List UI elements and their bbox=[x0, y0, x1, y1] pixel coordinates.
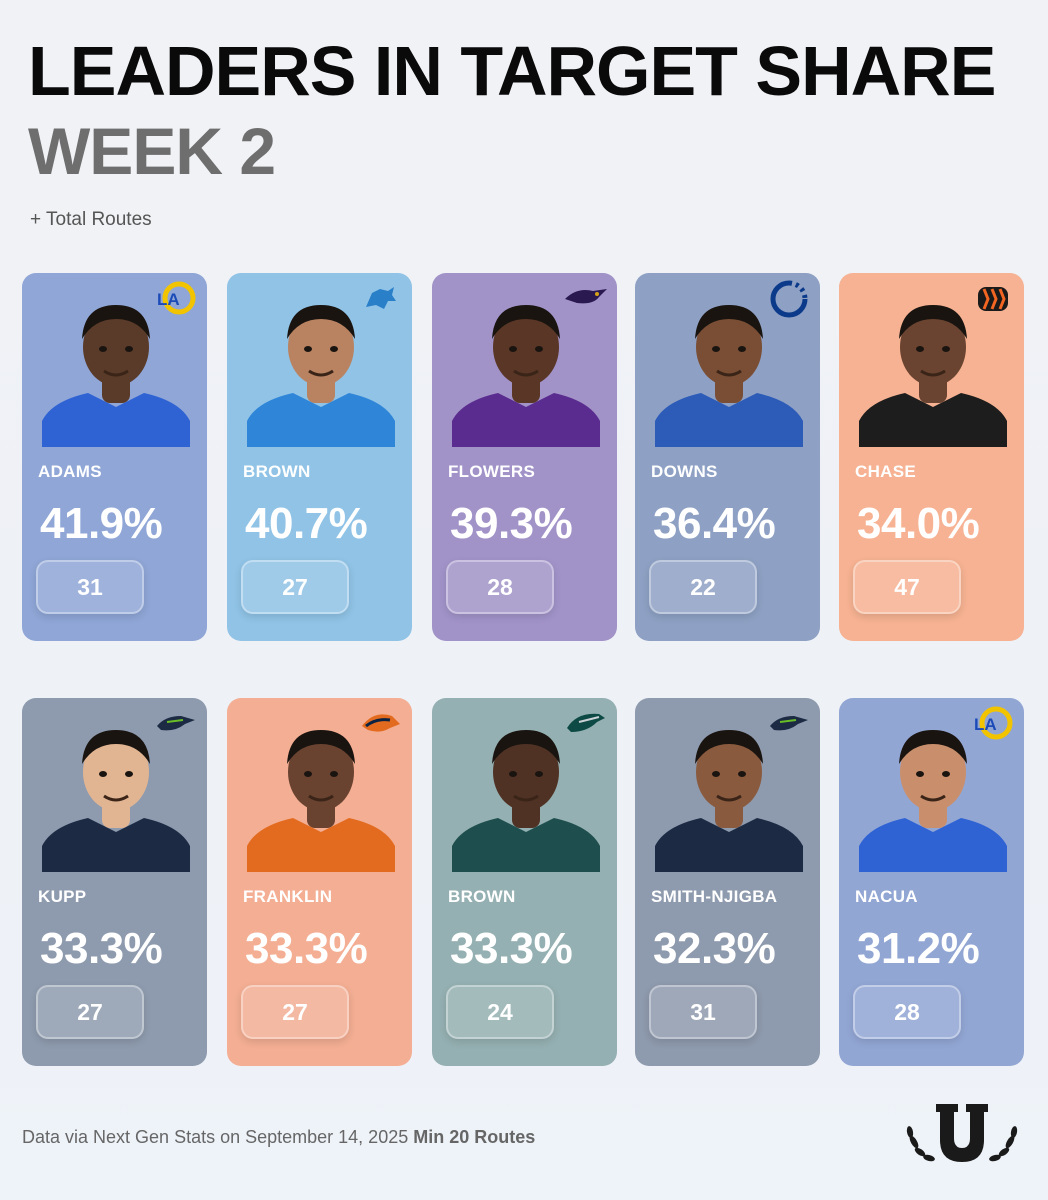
eagles-logo bbox=[563, 704, 609, 744]
player-photo bbox=[247, 714, 395, 872]
player-photo bbox=[655, 714, 803, 872]
total-routes-badge: 27 bbox=[241, 560, 349, 614]
player-photo bbox=[859, 289, 1007, 447]
brand-logo bbox=[902, 1098, 1022, 1170]
player-photo bbox=[452, 714, 600, 872]
player-card: KUPP 33.3% 27 bbox=[22, 698, 207, 1066]
page-title: LEADERS IN TARGET SHARE bbox=[28, 32, 996, 110]
broncos-logo bbox=[358, 704, 404, 744]
target-share-value: 32.3% bbox=[653, 924, 776, 973]
colts-logo bbox=[766, 279, 812, 319]
player-card: CHASE 34.0% 47 bbox=[839, 273, 1024, 641]
player-card: FRANKLIN 33.3% 27 bbox=[227, 698, 412, 1066]
total-routes-badge: 24 bbox=[446, 985, 554, 1039]
target-share-value: 34.0% bbox=[857, 499, 980, 548]
player-name: FLOWERS bbox=[448, 462, 536, 481]
total-routes-badge: 27 bbox=[36, 985, 144, 1039]
player-card: DOWNS 36.4% 22 bbox=[635, 273, 820, 641]
legend-total-routes: + Total Routes bbox=[30, 209, 152, 230]
seahawks-logo bbox=[766, 704, 812, 744]
svg-text:LA: LA bbox=[157, 290, 180, 309]
target-share-value: 41.9% bbox=[40, 499, 163, 548]
rams-logo: LA bbox=[153, 279, 199, 319]
total-routes-badge: 47 bbox=[853, 560, 961, 614]
rams-logo: LA bbox=[970, 704, 1016, 744]
total-routes-badge: 31 bbox=[649, 985, 757, 1039]
target-share-value: 31.2% bbox=[857, 924, 980, 973]
player-name: DOWNS bbox=[651, 462, 718, 481]
player-card: BROWN 40.7% 27 bbox=[227, 273, 412, 641]
lions-logo bbox=[358, 279, 404, 319]
total-routes-badge: 22 bbox=[649, 560, 757, 614]
total-routes-badge: 28 bbox=[853, 985, 961, 1039]
footer-note: Min 20 Routes bbox=[413, 1127, 536, 1147]
player-name: KUPP bbox=[38, 887, 87, 906]
player-photo bbox=[42, 714, 190, 872]
player-card: SMITH-NJIGBA 32.3% 31 bbox=[635, 698, 820, 1066]
ravens-logo bbox=[563, 279, 609, 319]
svg-text:LA: LA bbox=[974, 715, 997, 734]
player-name: ADAMS bbox=[38, 462, 102, 481]
player-photo bbox=[452, 289, 600, 447]
player-card: LA NACUA 31.2% 28 bbox=[839, 698, 1024, 1066]
total-routes-badge: 31 bbox=[36, 560, 144, 614]
target-share-value: 39.3% bbox=[450, 499, 573, 548]
footer-source: Data via Next Gen Stats on September 14,… bbox=[22, 1127, 409, 1147]
player-name: BROWN bbox=[448, 887, 516, 906]
player-photo bbox=[655, 289, 803, 447]
bengals-logo bbox=[970, 279, 1016, 319]
player-name: SMITH-NJIGBA bbox=[651, 887, 778, 906]
page-subtitle: WEEK 2 bbox=[28, 114, 276, 188]
player-card: BROWN 33.3% 24 bbox=[432, 698, 617, 1066]
player-name: FRANKLIN bbox=[243, 887, 333, 906]
total-routes-badge: 27 bbox=[241, 985, 349, 1039]
target-share-value: 36.4% bbox=[653, 499, 776, 548]
player-card: FLOWERS 39.3% 28 bbox=[432, 273, 617, 641]
player-photo bbox=[859, 714, 1007, 872]
footer: Data via Next Gen Stats on September 14,… bbox=[22, 1128, 535, 1146]
target-share-value: 40.7% bbox=[245, 499, 368, 548]
player-name: NACUA bbox=[855, 887, 918, 906]
seahawks-logo bbox=[153, 704, 199, 744]
player-name: BROWN bbox=[243, 462, 311, 481]
total-routes-badge: 28 bbox=[446, 560, 554, 614]
player-name: CHASE bbox=[855, 462, 917, 481]
target-share-value: 33.3% bbox=[40, 924, 163, 973]
target-share-value: 33.3% bbox=[245, 924, 368, 973]
player-photo bbox=[42, 289, 190, 447]
player-card: LA ADAMS 41.9% 31 bbox=[22, 273, 207, 641]
target-share-value: 33.3% bbox=[450, 924, 573, 973]
player-photo bbox=[247, 289, 395, 447]
